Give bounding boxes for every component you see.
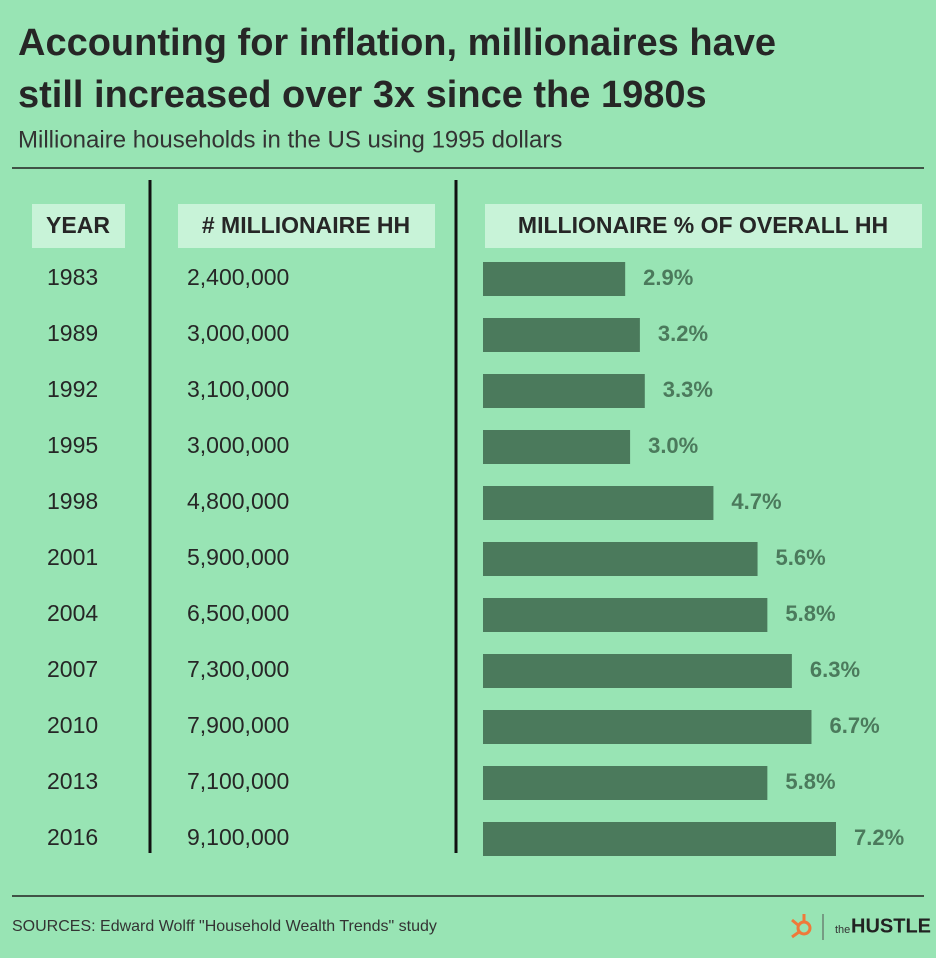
source: SOURCES: Edward Wolff "Household Wealth … [12, 918, 437, 935]
title-line: still increased over 3x since the 1980s [18, 74, 707, 116]
households: 5,900,000 [187, 544, 289, 570]
year: 2010 [47, 712, 98, 738]
value-label: 2.9% [643, 265, 693, 290]
year: 2001 [47, 544, 98, 570]
households: 7,100,000 [187, 768, 289, 794]
value-label: 5.8% [785, 769, 835, 794]
households: 7,900,000 [187, 712, 289, 738]
brand-large: HUSTLE [851, 915, 931, 937]
column-header: MILLIONAIRE % OF OVERALL HH [518, 212, 888, 238]
households: 6,500,000 [187, 600, 289, 626]
header-box [178, 204, 435, 248]
year: 1992 [47, 376, 98, 402]
year: 2013 [47, 768, 98, 794]
brand-small: the [835, 924, 850, 936]
year: 2016 [47, 824, 98, 850]
bar [483, 542, 758, 576]
value-label: 6.7% [829, 713, 879, 738]
value-label: 5.8% [785, 601, 835, 626]
header-box [32, 204, 125, 248]
value-label: 4.7% [731, 489, 781, 514]
value-label: 5.6% [776, 545, 826, 570]
subtitle: Millionaire households in the US using 1… [18, 126, 562, 153]
value-label: 3.3% [663, 377, 713, 402]
year: 2004 [47, 600, 98, 626]
bar [483, 262, 626, 296]
bar [483, 822, 836, 856]
column-header: YEAR [46, 212, 110, 238]
bar [483, 710, 812, 744]
year: 1995 [47, 432, 98, 458]
households: 9,100,000 [187, 824, 289, 850]
title-line: Accounting for inflation, millionaires h… [18, 22, 776, 64]
households: 7,300,000 [187, 656, 289, 682]
logo-icon [791, 914, 812, 939]
header-box [485, 204, 922, 248]
value-label: 6.3% [810, 657, 860, 682]
column-header: # MILLIONAIRE HH [202, 212, 410, 238]
year: 2007 [47, 656, 98, 682]
bar [483, 766, 768, 800]
households: 3,000,000 [187, 320, 289, 346]
bar [483, 598, 768, 632]
value-label: 7.2% [854, 825, 904, 850]
bar [483, 430, 631, 464]
bar [483, 318, 640, 352]
households: 3,100,000 [187, 376, 289, 402]
households: 3,000,000 [187, 432, 289, 458]
households: 2,400,000 [187, 264, 289, 290]
year: 1983 [47, 264, 98, 290]
bar [483, 486, 714, 520]
year: 1998 [47, 488, 98, 514]
bar [483, 654, 792, 688]
value-label: 3.2% [658, 321, 708, 346]
value-label: 3.0% [648, 433, 698, 458]
year: 1989 [47, 320, 98, 346]
households: 4,800,000 [187, 488, 289, 514]
bar [483, 374, 645, 408]
